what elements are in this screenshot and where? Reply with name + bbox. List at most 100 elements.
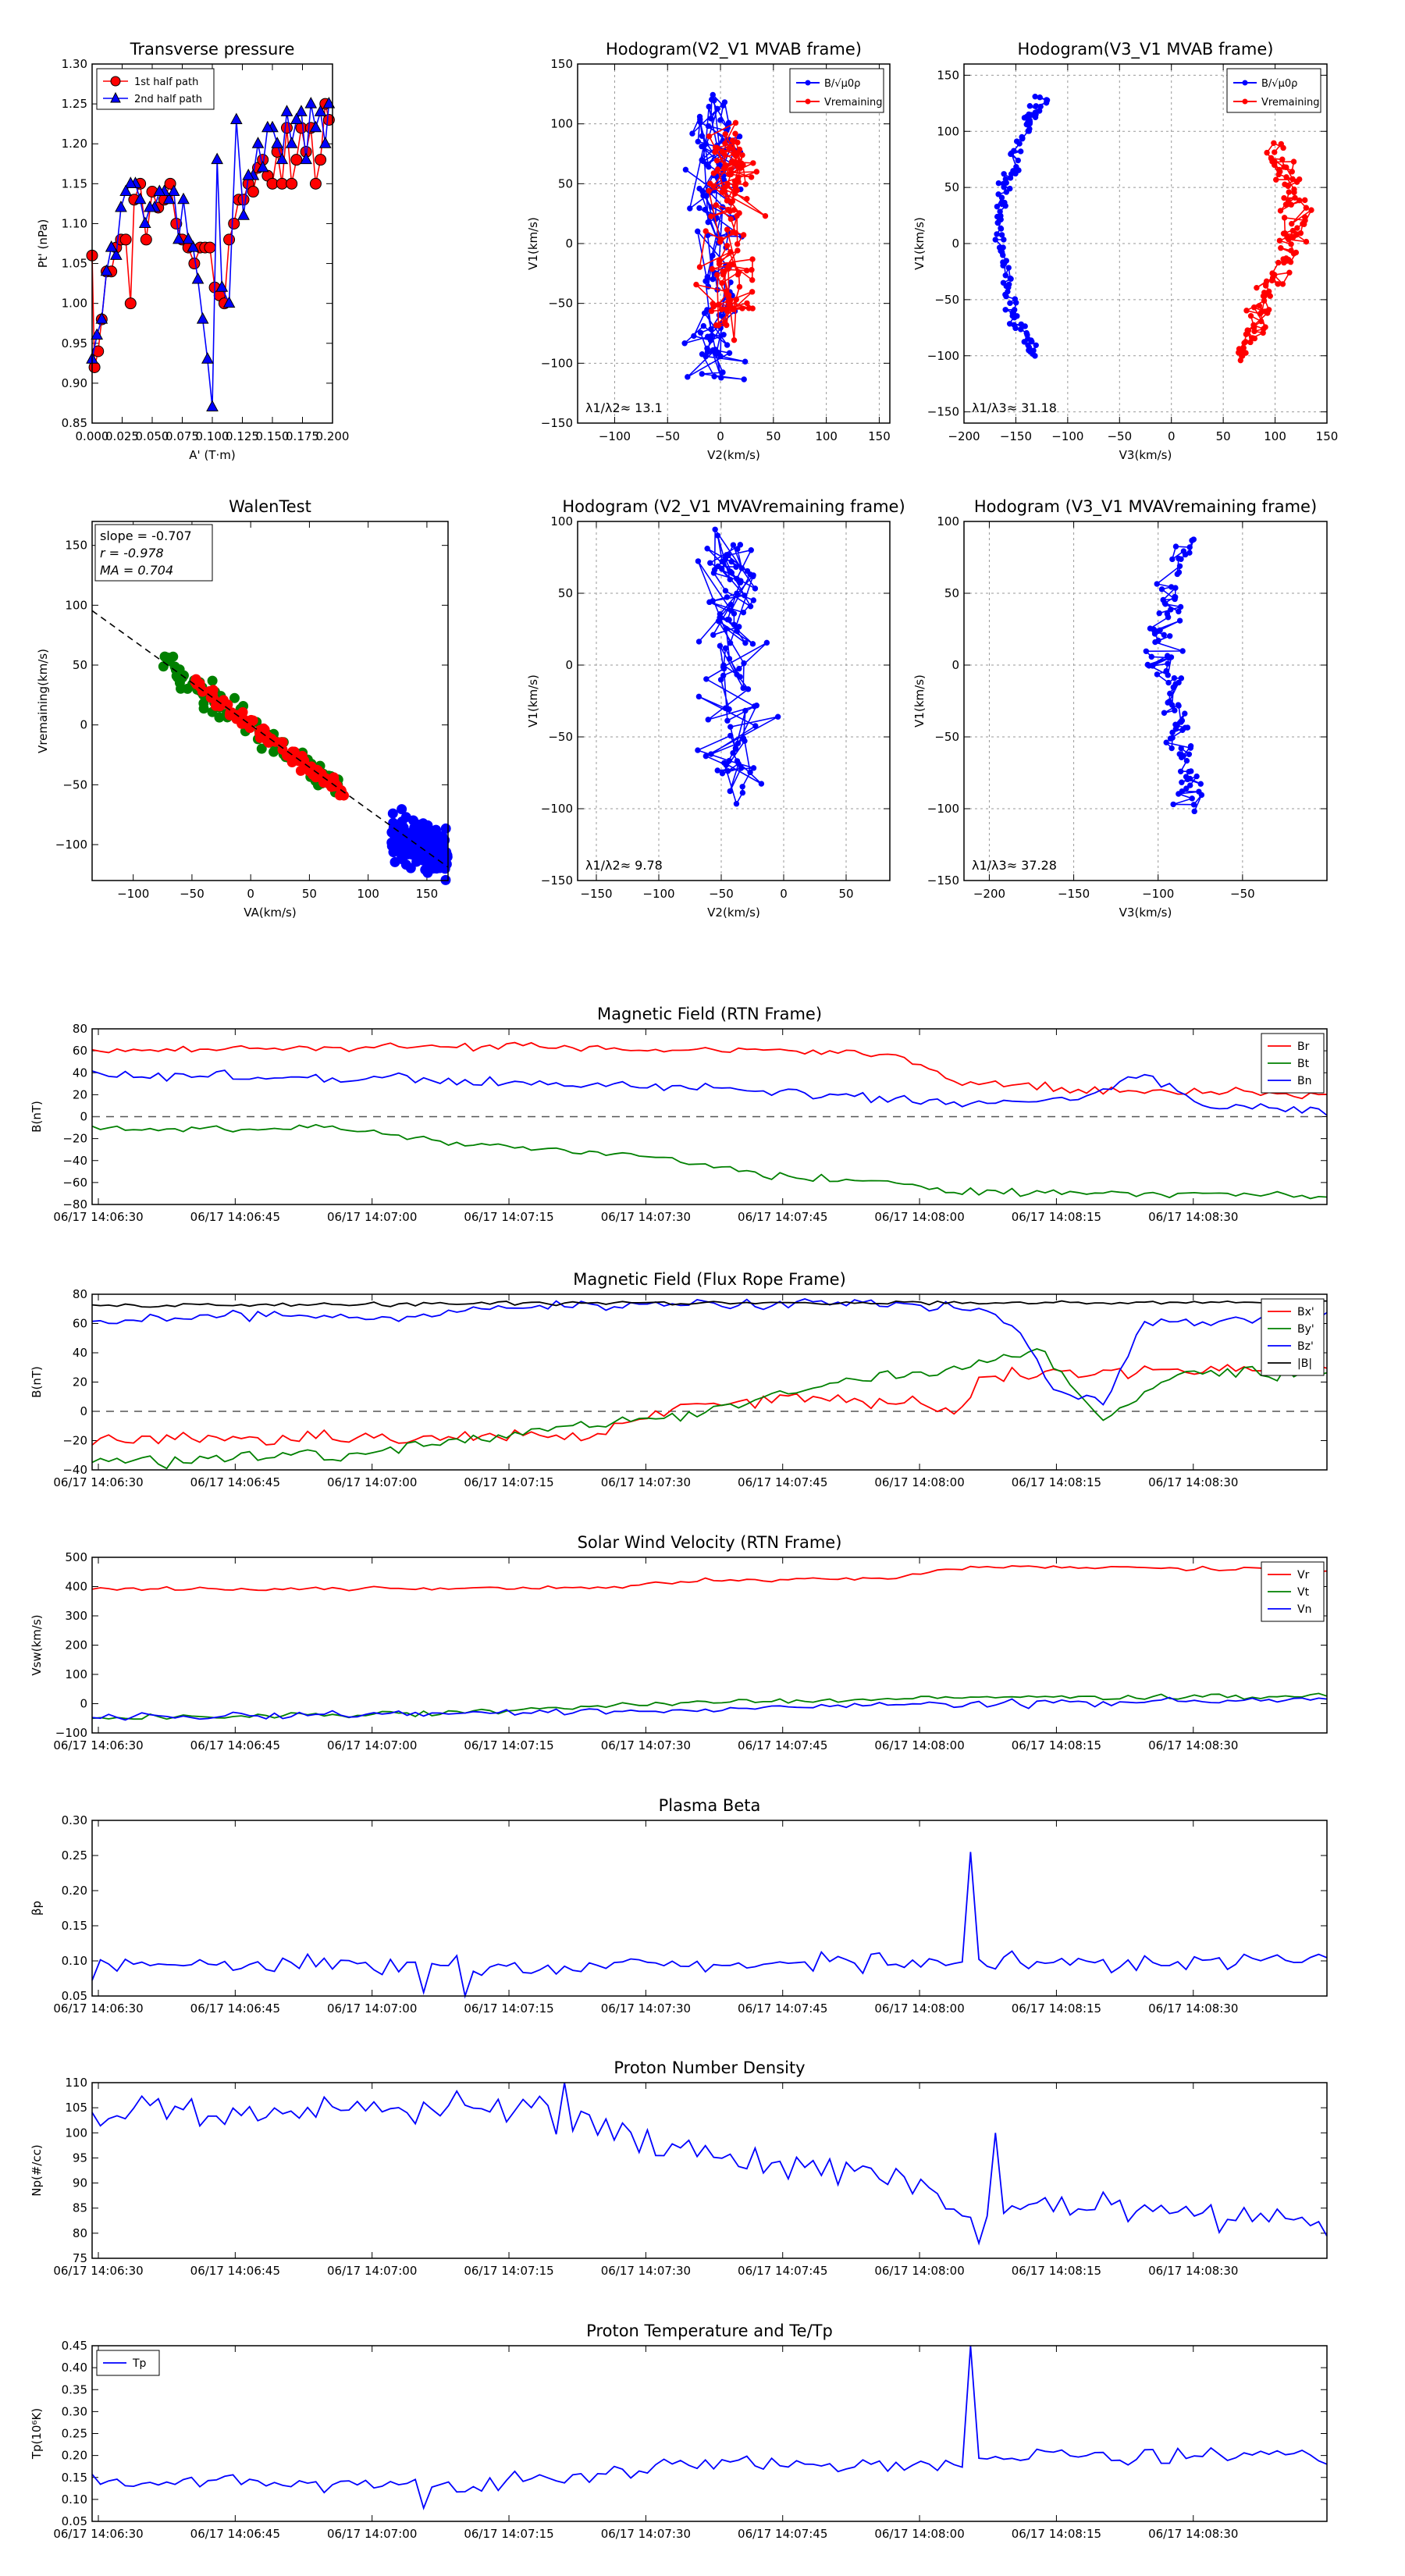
x-tick-label: 06/17 14:07:00 [327, 2264, 417, 2278]
chart-vsw: −100 0 100 200 300 400 500 Solar Wind Velocity … [30, 1533, 1328, 1752]
data-point [1163, 667, 1169, 674]
data-point [162, 192, 176, 205]
data-point [737, 542, 744, 548]
y-tick-label: 100 [550, 514, 573, 528]
x-tick-label: 06/17 14:08:00 [874, 2527, 964, 2541]
y-tick-label: 1.15 [62, 176, 87, 190]
data-point [994, 203, 1001, 210]
data-point [1251, 335, 1258, 342]
data-point [697, 329, 704, 336]
data-point [206, 400, 219, 412]
data-point [1241, 340, 1247, 347]
data-point [1005, 265, 1012, 271]
data-point [1262, 281, 1269, 287]
legend-box [789, 68, 884, 113]
x-tick-label: 06/17 14:07:15 [464, 1738, 553, 1752]
data-point [1172, 543, 1179, 550]
x-tick-label: 06/17 14:07:30 [601, 1738, 691, 1752]
y-tick-label: 0 [80, 1697, 87, 1711]
data-point [1018, 321, 1024, 328]
data-point [1289, 176, 1296, 183]
data-point [734, 758, 741, 764]
data-point [725, 206, 731, 213]
data-point [229, 112, 243, 125]
y-tick-label: 0 [80, 1110, 87, 1124]
eigen-ratio-label: λ1/λ3≈ 37.28 [972, 858, 1057, 873]
chart-title: WalenTest [229, 497, 311, 516]
data-point [1158, 586, 1165, 592]
x-tick-label: 06/17 14:07:45 [738, 1210, 827, 1224]
data-point [707, 560, 713, 566]
data-point [724, 197, 731, 204]
chart-title: Hodogram(V3_V1 MVAB frame) [1018, 40, 1274, 59]
y-tick-label: 150 [65, 539, 87, 553]
data-point [397, 854, 408, 865]
data-point [722, 141, 728, 147]
data-point [259, 728, 270, 739]
legend-label: Tp [132, 2357, 147, 2370]
data-point [705, 123, 712, 130]
data-point [119, 184, 132, 197]
data-point [1179, 648, 1186, 654]
y-axis-label: βp [30, 1901, 44, 1916]
x-tick-label: 100 [1264, 429, 1286, 443]
data-point [994, 231, 1000, 237]
x-tick-label: 06/17 14:07:30 [601, 1210, 691, 1224]
data-point [750, 160, 756, 166]
chart-hodo2: −200 −150 −100 −50 0 50 100 150 −150 −100 −50 0 50 10… [912, 40, 1338, 462]
data-point [734, 187, 741, 194]
data-point [256, 743, 267, 754]
data-point [242, 169, 255, 180]
data-point [251, 137, 265, 148]
data-point [733, 801, 740, 807]
legend-label: B/√μ0ρ [824, 78, 860, 90]
data-point [188, 258, 201, 270]
data-point [732, 745, 739, 753]
x-tick-label: −200 [948, 429, 980, 443]
plot-frame [91, 1028, 1328, 1205]
y-tick-label: 1.00 [62, 297, 87, 311]
data-point [718, 306, 725, 313]
data-point [708, 213, 714, 219]
x-tick-label: 150 [416, 887, 439, 901]
data-point [704, 546, 710, 552]
data-point [1154, 581, 1160, 587]
y-tick-label: −150 [927, 873, 959, 888]
data-point [195, 681, 206, 692]
x-tick-label: 50 [1216, 429, 1231, 443]
chart-tp: 0.0000.0250.0500.0750.1000.1250.1500.175… [36, 40, 349, 462]
data-point [727, 724, 734, 730]
data-point [1186, 782, 1193, 788]
data-point [182, 232, 195, 244]
y-tick-label: −150 [541, 873, 573, 888]
y-tick-label: 0.10 [62, 1954, 87, 1968]
data-point [739, 784, 745, 790]
data-point [1256, 302, 1263, 309]
data-point [724, 243, 731, 249]
data-point [689, 130, 695, 137]
data-point [1171, 674, 1178, 681]
x-tick-label: 150 [868, 429, 891, 443]
series-line-beta [91, 1852, 1328, 1999]
data-point [748, 547, 754, 553]
data-point [717, 239, 724, 245]
data-point [1033, 103, 1039, 109]
y-tick-label: 0.20 [62, 1884, 87, 1898]
data-point [717, 614, 723, 621]
y-tick-label: 0 [951, 658, 959, 672]
data-point [1178, 675, 1185, 681]
data-point [695, 639, 702, 645]
x-tick-label: 06/17 14:07:15 [464, 1210, 553, 1224]
data-point [1150, 663, 1156, 669]
data-point [745, 686, 752, 692]
y-tick-label: 0.10 [62, 2492, 87, 2507]
data-point [710, 347, 717, 354]
data-point [1176, 703, 1182, 709]
data-point [998, 232, 1005, 238]
data-point [1008, 150, 1015, 157]
data-point [1283, 174, 1289, 180]
x-tick-label: 06/17 14:06:30 [53, 1210, 143, 1224]
data-point [119, 233, 132, 246]
data-point [730, 229, 736, 236]
plot-area [578, 521, 890, 881]
